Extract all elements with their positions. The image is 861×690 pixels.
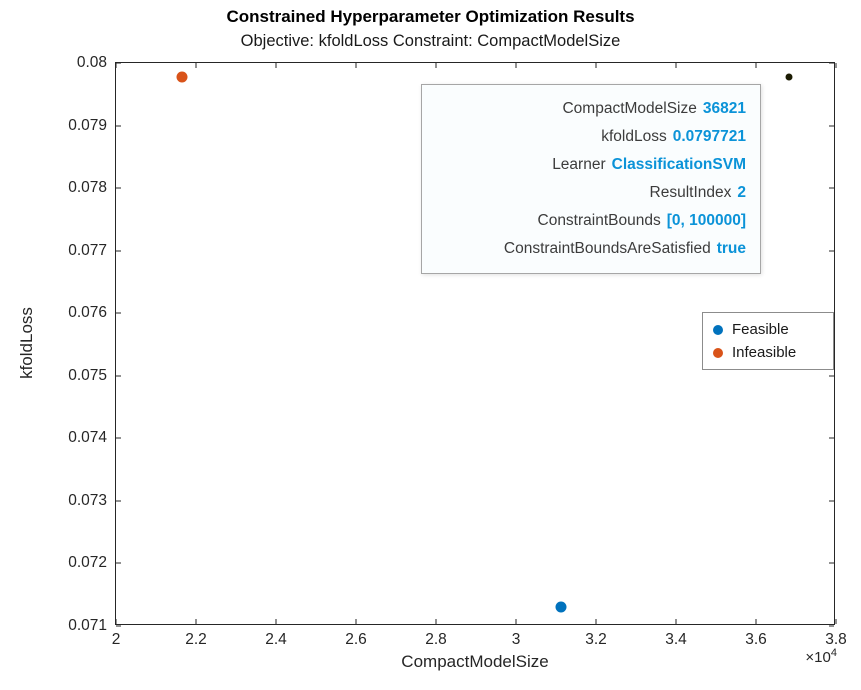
x-tick-mark bbox=[275, 63, 277, 68]
x-tick-mark bbox=[755, 619, 757, 624]
selected-result-point[interactable] bbox=[785, 73, 793, 81]
y-tick-label: 0.078 bbox=[68, 179, 107, 197]
datatip-value: 36821 bbox=[702, 100, 746, 117]
datatip-row: ResultIndex 2 bbox=[436, 179, 746, 207]
datatip-label: ResultIndex bbox=[649, 184, 732, 201]
datatip-value: true bbox=[716, 240, 746, 257]
x-tick-mark bbox=[755, 63, 757, 68]
y-tick-label: 0.076 bbox=[68, 304, 107, 322]
x-exponent-base: ×10 bbox=[805, 649, 831, 666]
datatip-label: CompactModelSize bbox=[562, 100, 697, 117]
x-tick-mark bbox=[195, 619, 197, 624]
legend-label: Feasible bbox=[732, 321, 789, 338]
x-tick-mark bbox=[115, 63, 117, 68]
x-tick-mark bbox=[595, 63, 597, 68]
y-tick-label: 0.073 bbox=[68, 491, 107, 509]
datatip-label: kfoldLoss bbox=[601, 128, 667, 145]
y-tick-mark bbox=[116, 187, 121, 189]
datatip-label: ConstraintBounds bbox=[537, 212, 661, 229]
x-tick-mark bbox=[195, 63, 197, 68]
y-tick-mark bbox=[116, 312, 121, 314]
legend-entry-infeasible[interactable]: Infeasible bbox=[713, 341, 833, 364]
y-tick-label: 0.072 bbox=[68, 554, 107, 572]
infeasible-point[interactable] bbox=[176, 71, 188, 83]
y-axis-label: kfoldLoss bbox=[17, 307, 36, 379]
datatip-row: ConstraintBounds [0, 100000] bbox=[436, 207, 747, 235]
x-tick-mark bbox=[515, 63, 517, 68]
x-tick-label: 2.8 bbox=[425, 631, 447, 648]
x-tick-label: 3.6 bbox=[745, 631, 767, 648]
x-tick-label: 3.4 bbox=[665, 631, 687, 648]
datatip-label: ConstraintBoundsAreSatisfied bbox=[503, 240, 711, 257]
datatip-rows: CompactModelSize 36821 kfoldLoss 0.0797721 L… bbox=[436, 95, 746, 263]
datatip: CompactModelSize 36821 kfoldLoss 0.0797721 L… bbox=[421, 84, 761, 274]
x-tick-label: 2.2 bbox=[185, 631, 207, 648]
x-exponent-sup: 4 bbox=[830, 647, 837, 659]
y-tick-mark bbox=[116, 562, 121, 564]
y-tick-mark bbox=[116, 625, 121, 627]
legend-marker-infeasible bbox=[713, 347, 723, 358]
y-tick-mark bbox=[829, 500, 834, 502]
y-tick-mark bbox=[116, 500, 121, 502]
x-tick-label: 3 bbox=[511, 631, 521, 648]
x-tick-mark bbox=[355, 619, 357, 624]
y-tick-mark bbox=[829, 562, 834, 564]
datatip-value: [0, 100000] bbox=[666, 212, 746, 229]
datatip-value: ClassificationSVM bbox=[611, 156, 746, 173]
datatip-value: 2 bbox=[737, 184, 746, 201]
legend-marker-feasible bbox=[713, 324, 723, 335]
y-tick-mark bbox=[116, 375, 121, 377]
x-axis-exponent: ×104 bbox=[805, 647, 837, 666]
x-tick-label: 2.6 bbox=[345, 631, 367, 648]
x-tick-mark bbox=[675, 619, 677, 624]
legend-entry-feasible[interactable]: Feasible bbox=[713, 318, 833, 341]
x-tick-mark bbox=[435, 619, 437, 624]
y-tick-mark bbox=[829, 187, 834, 189]
x-tick-mark bbox=[595, 619, 597, 624]
y-tick-mark bbox=[829, 375, 834, 377]
y-tick-mark bbox=[829, 437, 834, 439]
x-tick-mark bbox=[675, 63, 677, 68]
datatip-row: CompactModelSize 36821 bbox=[436, 95, 746, 123]
y-tick-mark bbox=[116, 62, 121, 64]
chart-title: Constrained Hyperparameter Optimization … bbox=[226, 7, 635, 26]
y-tick-mark bbox=[116, 437, 121, 439]
x-tick-mark bbox=[435, 63, 437, 68]
y-tick-label: 0.071 bbox=[68, 617, 107, 634]
legend-entries: Feasible Infeasible bbox=[713, 318, 833, 364]
x-tick-label: 3.2 bbox=[585, 631, 607, 648]
y-tick-mark bbox=[829, 125, 834, 127]
y-tick-label: 0.074 bbox=[68, 429, 107, 447]
x-tick-label: 2.4 bbox=[265, 631, 287, 648]
x-tick-label: 3.8 bbox=[825, 631, 847, 648]
x-tick-mark bbox=[515, 619, 517, 624]
datatip-value: 0.0797721 bbox=[672, 128, 746, 145]
y-tick-mark bbox=[116, 250, 121, 252]
x-tick-label: 2 bbox=[111, 631, 121, 648]
y-tick-mark bbox=[116, 125, 121, 127]
y-tick-label: 0.075 bbox=[68, 366, 107, 384]
legend-label: Infeasible bbox=[732, 344, 797, 361]
legend[interactable]: Feasible Infeasible bbox=[702, 312, 834, 370]
datatip-row: ConstraintBoundsAreSatisfied true bbox=[436, 235, 746, 263]
datatip-row: Learner ClassificationSVM bbox=[436, 151, 746, 179]
x-axis-label: CompactModelSize bbox=[401, 652, 549, 671]
y-tick-label: 0.077 bbox=[68, 241, 107, 259]
x-tick-mark bbox=[355, 63, 357, 68]
x-tick-mark bbox=[835, 619, 837, 624]
y-tick-mark bbox=[829, 250, 834, 252]
y-tick-mark bbox=[829, 625, 834, 627]
plot-area: CompactModelSize 36821 kfoldLoss 0.0797721 L… bbox=[68, 54, 847, 648]
x-tick-mark bbox=[275, 619, 277, 624]
datatip-label: Learner bbox=[552, 156, 606, 173]
chart-subtitle: Objective: kfoldLoss Constraint: Compact… bbox=[240, 32, 621, 50]
y-tick-label: 0.08 bbox=[76, 54, 107, 71]
y-tick-label: 0.079 bbox=[68, 116, 107, 134]
y-tick-mark bbox=[829, 62, 834, 64]
x-tick-mark bbox=[115, 619, 117, 624]
datatip-row: kfoldLoss 0.0797721 bbox=[436, 123, 746, 151]
x-tick-mark bbox=[835, 63, 837, 68]
feasible-point[interactable] bbox=[555, 601, 567, 613]
